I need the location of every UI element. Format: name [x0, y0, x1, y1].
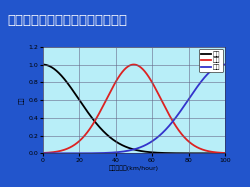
高速: [183, 104, 186, 106]
Line: 高速: 高速: [42, 65, 225, 153]
Y-axis label: 度数: 度数: [19, 96, 24, 104]
Text: ファジー集合（電車速度の場合）: ファジー集合（電車速度の場合）: [8, 14, 128, 27]
高速: [224, 63, 226, 66]
高速: [60, 152, 63, 154]
低速: [41, 63, 44, 66]
中速: [187, 140, 190, 142]
高速: [41, 152, 44, 154]
中速: [60, 150, 63, 152]
Legend: 低速, 中速, 高速: 低速, 中速, 高速: [199, 49, 223, 72]
高速: [115, 151, 118, 153]
低速: [224, 152, 226, 154]
高速: [122, 151, 124, 153]
中速: [166, 112, 170, 114]
低速: [115, 141, 118, 143]
Line: 中速: 中速: [42, 65, 225, 153]
中速: [115, 80, 118, 82]
低速: [186, 152, 190, 154]
低速: [183, 152, 186, 154]
中速: [132, 63, 135, 66]
低速: [122, 144, 124, 147]
X-axis label: 電車の速度(km/hour): 電車の速度(km/hour): [109, 165, 159, 171]
低速: [166, 152, 169, 154]
高速: [186, 99, 190, 101]
中速: [122, 70, 124, 72]
中速: [224, 152, 226, 154]
高速: [166, 126, 169, 128]
中速: [184, 137, 186, 139]
低速: [60, 74, 63, 76]
Line: 低速: 低速: [42, 65, 225, 153]
中速: [41, 152, 44, 154]
